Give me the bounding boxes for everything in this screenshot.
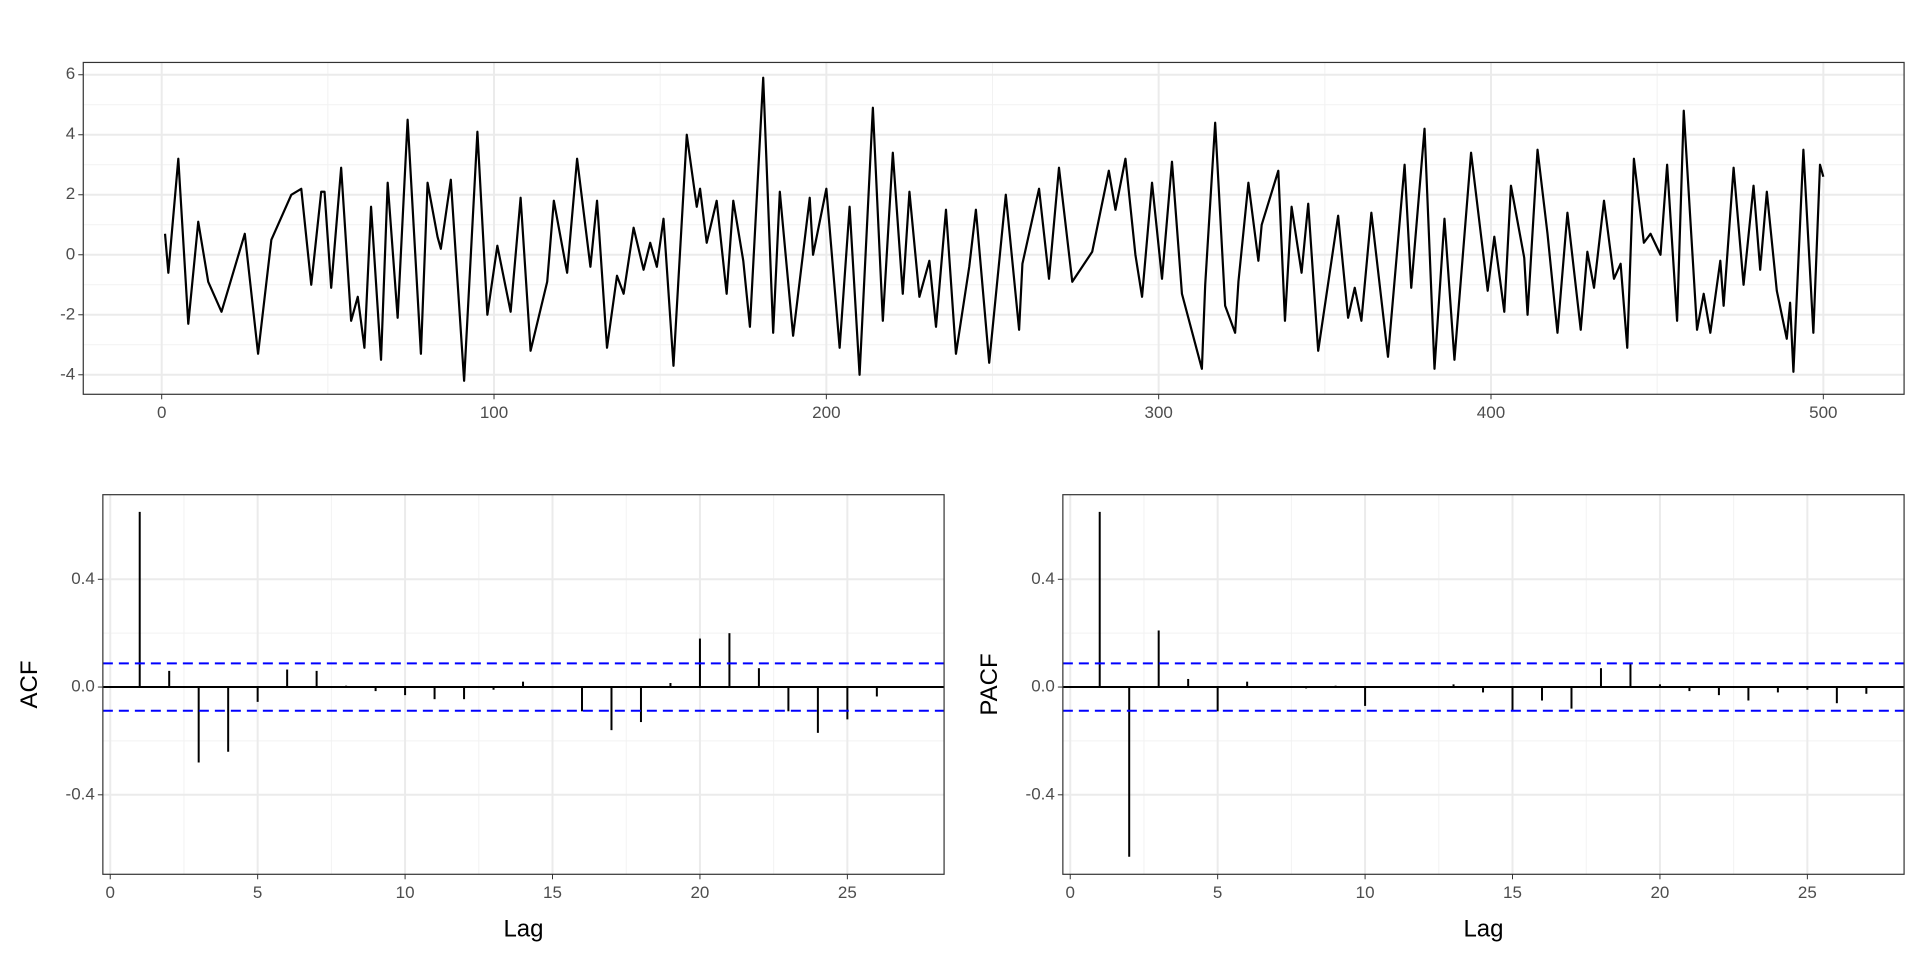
x-tick-label: 5 <box>1213 883 1222 902</box>
y-tick-label: -0.4 <box>66 784 95 803</box>
x-tick-label: 20 <box>1650 883 1669 902</box>
y-axis-title: PACF <box>976 653 1003 715</box>
x-tick-label: 100 <box>480 403 508 422</box>
x-tick-label: 200 <box>812 403 840 422</box>
x-tick-label: 20 <box>690 883 709 902</box>
x-tick-label: 25 <box>1798 883 1817 902</box>
y-tick-label: 2 <box>66 184 75 203</box>
x-axis-title: Lag <box>1463 916 1503 943</box>
panel-border <box>1062 494 1905 875</box>
series-line <box>163 76 1825 382</box>
x-tick-label: 0 <box>105 883 114 902</box>
x-tick-label: 0 <box>157 403 166 422</box>
x-tick-label: 0 <box>1065 883 1074 902</box>
x-tick-label: 25 <box>838 883 857 902</box>
x-tick-label: 10 <box>396 883 415 902</box>
panel-border <box>102 494 945 875</box>
x-tick-label: 400 <box>1477 403 1505 422</box>
x-axis-title: Lag <box>503 916 543 943</box>
y-tick-label: 6 <box>66 64 75 83</box>
x-tick-label: 5 <box>253 883 262 902</box>
y-tick-label: -0.4 <box>1026 784 1055 803</box>
y-tick-label: 0.0 <box>71 677 95 696</box>
y-tick-label: 0 <box>66 244 75 263</box>
panel-border <box>82 61 1905 395</box>
y-tick-label: -4 <box>60 364 75 383</box>
x-tick-label: 300 <box>1144 403 1172 422</box>
panel-background <box>1062 494 1905 875</box>
y-tick-label: 0.0 <box>1031 677 1055 696</box>
x-tick-label: 500 <box>1809 403 1837 422</box>
x-tick-label: 15 <box>1503 883 1522 902</box>
x-tick-label: 15 <box>543 883 562 902</box>
y-axis-title: ACF <box>16 660 43 708</box>
y-tick-label: -2 <box>60 304 75 323</box>
x-tick-label: 10 <box>1356 883 1375 902</box>
y-tick-label: 0.4 <box>71 569 95 588</box>
y-tick-label: 0.4 <box>1031 569 1055 588</box>
y-tick-label: 4 <box>66 124 75 143</box>
